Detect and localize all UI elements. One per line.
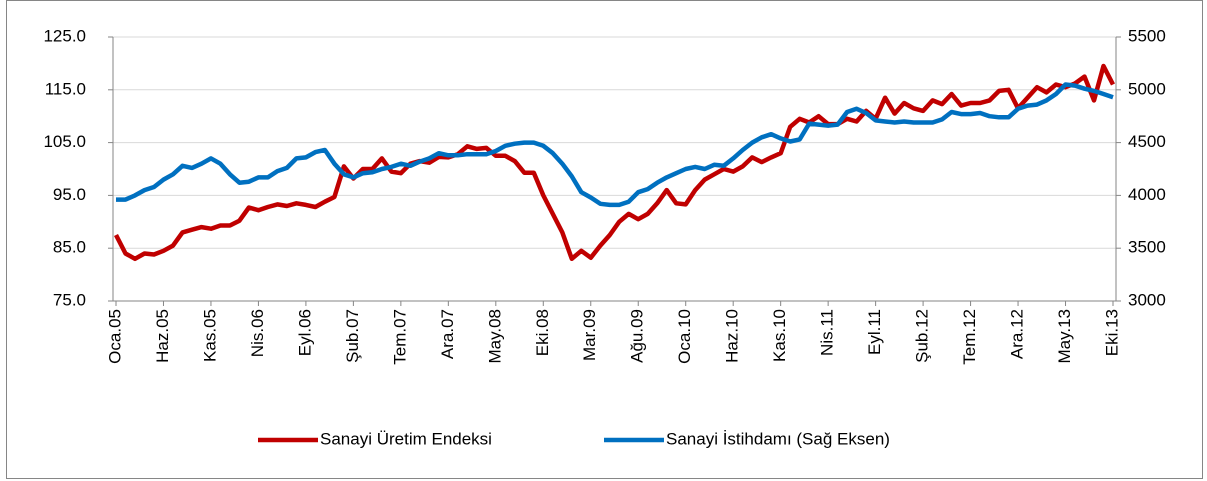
x-tick-label: Eyl.06 (295, 309, 314, 356)
y2-tick-label: 4000 (1128, 185, 1166, 204)
x-tick-label: May.08 (485, 309, 504, 364)
y2-tick-label: 5500 (1128, 26, 1166, 45)
line-series (116, 82, 1114, 208)
y2-tick-label: 4500 (1128, 132, 1166, 151)
line-series (113, 63, 1116, 262)
y2-tick-label: 3500 (1128, 238, 1166, 257)
x-tick-label: Ara.07 (438, 309, 457, 359)
x-tick-label: May.13 (1055, 309, 1074, 364)
x-tick-label: Ağu.09 (628, 309, 647, 363)
y2-tick-label: 3000 (1128, 290, 1166, 309)
x-tick-label: Eki.13 (1102, 309, 1121, 356)
x-tick-label: Ara.12 (1008, 309, 1027, 359)
x-tick-label: Nis.11 (818, 309, 837, 356)
y-tick-label: 75.0 (53, 290, 86, 309)
x-tick-label: Kas.10 (770, 309, 789, 362)
x-tick-label: Eki.08 (533, 309, 552, 356)
x-tick-label: Haz.10 (723, 309, 742, 363)
y-tick-label: 95.0 (53, 185, 86, 204)
x-tick-label: Tem.12 (960, 309, 979, 365)
y2-tick-label: 5000 (1128, 79, 1166, 98)
x-tick-label: Şub.12 (913, 309, 932, 363)
x-tick-label: Eyl.11 (865, 309, 884, 355)
y-tick-label: 125.0 (43, 26, 86, 45)
x-tick-label: Tem.07 (390, 309, 409, 365)
y-tick-label: 105.0 (43, 132, 86, 151)
y-tick-label: 85.0 (53, 238, 86, 257)
x-tick-label: Haz.05 (153, 309, 172, 363)
x-tick-label: Şub.07 (343, 309, 362, 363)
x-tick-label: Oca.10 (675, 309, 694, 364)
x-tick-label: Kas.05 (200, 309, 219, 362)
legend-label: Sanayi Üretim Endeksi (320, 429, 492, 448)
x-tick-label: Mar.09 (580, 309, 599, 361)
y-tick-label: 115.0 (45, 79, 86, 98)
legend-label: Sanayi İstihdamı (Sağ Eksen) (666, 429, 890, 448)
x-tick-label: Nis.06 (248, 309, 267, 357)
x-tick-label: Oca.05 (105, 309, 124, 364)
